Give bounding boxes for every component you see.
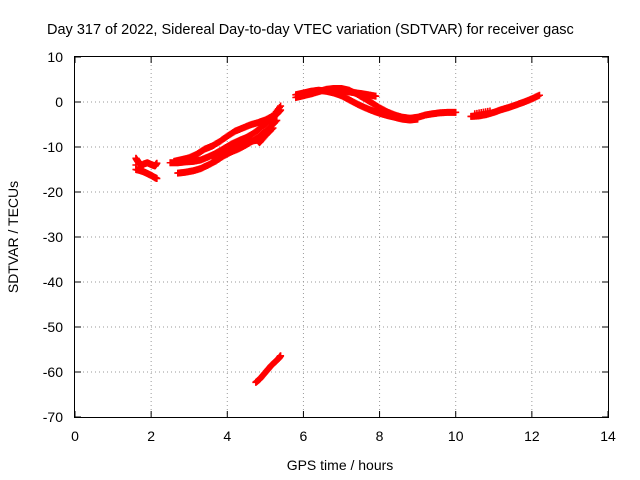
series-arc-outlier (252, 352, 285, 386)
y-tick-label: -10 (43, 139, 63, 155)
data-point (275, 103, 283, 111)
data-points (132, 85, 543, 386)
data-point (486, 107, 494, 115)
tick-labels: 0 2 4 6 8 10 12 14 10 0 -10 -20 -30 -40 -50 -60 -70 (43, 49, 616, 444)
y-tick-label: -60 (43, 364, 63, 380)
series-arc-evening (467, 91, 543, 120)
x-axis-label: GPS time / hours (287, 457, 394, 473)
data-point (269, 124, 277, 132)
data-point (153, 175, 161, 182)
axis-ticks (74, 56, 609, 418)
data-point (535, 91, 543, 99)
y-tick-label: 10 (47, 49, 63, 65)
plot-frame (74, 56, 609, 418)
data-point (372, 92, 380, 100)
x-tick-label: 4 (223, 428, 231, 444)
series-arc-afternoon-c (334, 86, 380, 100)
x-tick-label: 2 (147, 428, 155, 444)
data-point (272, 118, 280, 126)
y-tick-label: -70 (43, 409, 63, 425)
y-tick-label: -20 (43, 184, 63, 200)
data-point (414, 115, 422, 123)
y-tick-label: -50 (43, 319, 63, 335)
data-point (277, 352, 285, 360)
x-tick-label: 12 (524, 428, 540, 444)
series-arc-morning-d (208, 124, 277, 160)
y-tick-label: -30 (43, 229, 63, 245)
series-arc-morning-b (170, 102, 285, 165)
data-point (132, 161, 140, 169)
y-tick-label: 0 (55, 94, 63, 110)
x-tick-label: 0 (71, 428, 79, 444)
x-tick-label: 8 (376, 428, 384, 444)
data-point (273, 116, 281, 124)
y-tick-label: -40 (43, 274, 63, 290)
grid (75, 57, 608, 417)
chart-title: Day 317 of 2022, Sidereal Day-to-day VTE… (47, 22, 574, 38)
series-arc-start-cluster (132, 154, 161, 182)
x-tick-label: 14 (600, 428, 616, 444)
y-axis-label: SDTVAR / TECUs (5, 181, 21, 293)
data-point (277, 102, 285, 110)
x-tick-label: 10 (448, 428, 464, 444)
data-point (452, 108, 460, 116)
data-point (268, 125, 276, 133)
data-point (153, 159, 161, 167)
x-tick-label: 6 (300, 428, 308, 444)
series-arc-afternoon-b (292, 86, 422, 124)
